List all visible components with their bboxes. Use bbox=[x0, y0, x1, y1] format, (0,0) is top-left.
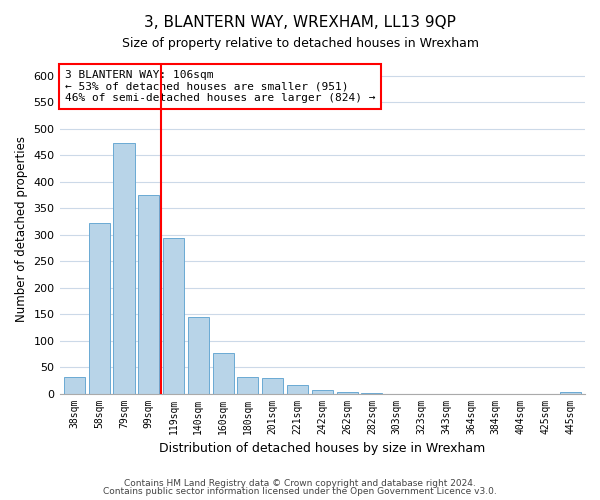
Bar bbox=[337, 392, 358, 394]
Bar bbox=[361, 393, 382, 394]
Bar bbox=[262, 378, 283, 394]
Text: 3 BLANTERN WAY: 106sqm
← 53% of detached houses are smaller (951)
46% of semi-de: 3 BLANTERN WAY: 106sqm ← 53% of detached… bbox=[65, 70, 375, 103]
Bar bbox=[312, 390, 333, 394]
Text: Size of property relative to detached houses in Wrexham: Size of property relative to detached ho… bbox=[121, 38, 479, 51]
Bar bbox=[212, 354, 233, 394]
Bar bbox=[89, 223, 110, 394]
Bar bbox=[287, 385, 308, 394]
Bar bbox=[138, 196, 160, 394]
Bar bbox=[238, 377, 259, 394]
Bar bbox=[64, 376, 85, 394]
Y-axis label: Number of detached properties: Number of detached properties bbox=[15, 136, 28, 322]
Bar bbox=[113, 144, 134, 394]
Text: Contains public sector information licensed under the Open Government Licence v3: Contains public sector information licen… bbox=[103, 487, 497, 496]
Text: Contains HM Land Registry data © Crown copyright and database right 2024.: Contains HM Land Registry data © Crown c… bbox=[124, 478, 476, 488]
Text: 3, BLANTERN WAY, WREXHAM, LL13 9QP: 3, BLANTERN WAY, WREXHAM, LL13 9QP bbox=[144, 15, 456, 30]
X-axis label: Distribution of detached houses by size in Wrexham: Distribution of detached houses by size … bbox=[159, 442, 485, 455]
Bar bbox=[188, 317, 209, 394]
Bar bbox=[560, 392, 581, 394]
Bar bbox=[163, 238, 184, 394]
